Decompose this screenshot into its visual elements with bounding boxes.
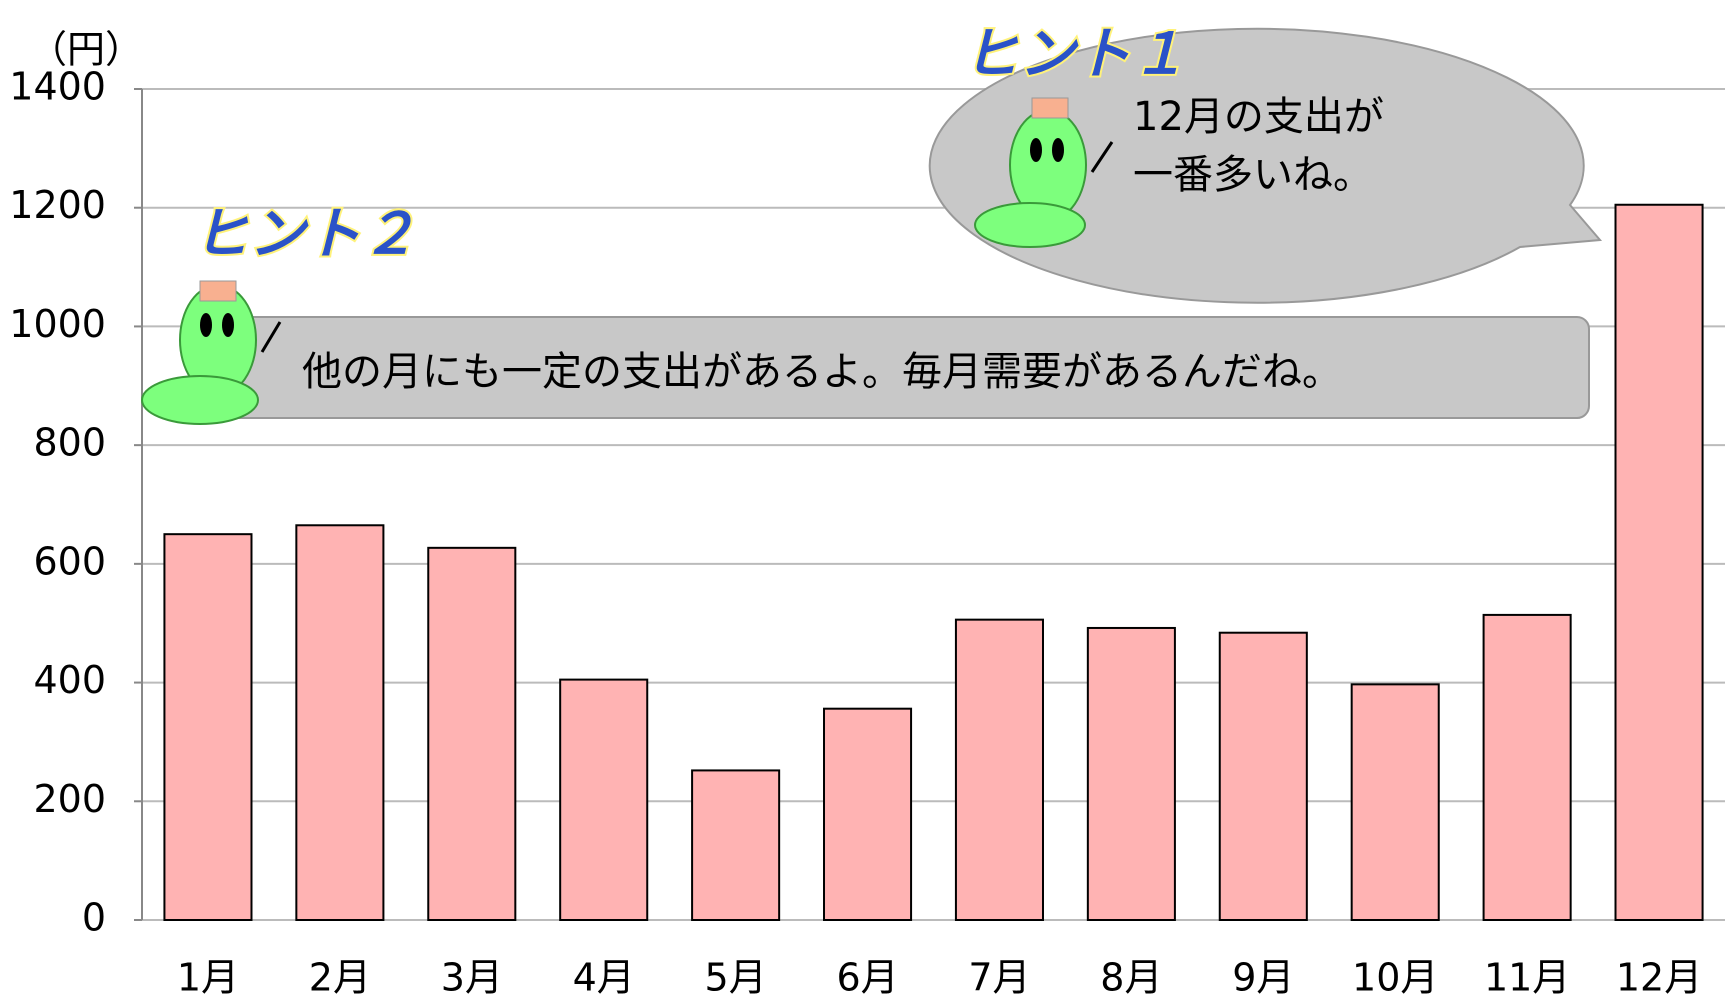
bar	[1088, 628, 1175, 920]
x-tick-label: 8月	[1100, 956, 1162, 1000]
y-tick-label: 800	[33, 421, 106, 465]
bar	[1352, 684, 1439, 920]
y-tick-label: 400	[33, 658, 106, 702]
y-tick-label: 1000	[9, 302, 106, 346]
bar	[956, 620, 1043, 920]
x-tick-label: 5月	[705, 956, 767, 1000]
x-tick-label: 7月	[968, 956, 1030, 1000]
callout-text: 他の月にも一定の支出があるよ。毎月需要があるんだね。	[302, 349, 1342, 395]
bar	[1484, 615, 1571, 920]
y-tick-label: 1200	[9, 183, 106, 227]
bar	[296, 525, 383, 920]
bar	[560, 680, 647, 920]
bar	[824, 709, 911, 920]
x-tick-label: 4月	[573, 956, 635, 1000]
y-tick-label: 200	[33, 777, 106, 821]
hint-title: ヒント２	[193, 202, 417, 267]
bar	[1220, 633, 1307, 920]
bar	[1616, 205, 1703, 920]
callout-text: 一番多いね。	[1133, 152, 1373, 198]
y-tick-label: 600	[33, 539, 106, 583]
x-tick-label: 6月	[836, 956, 898, 1000]
bar	[692, 770, 779, 920]
x-tick-label: 1月	[177, 956, 239, 1000]
y-tick-label: 0	[82, 896, 106, 940]
chart: （円） ヒント１ 12月の支出が 一番多いね。 ヒント２ 他の月にも一定の支出が…	[0, 0, 1725, 1005]
x-tick-label: 9月	[1232, 956, 1294, 1000]
x-tick-label: 3月	[441, 956, 503, 1000]
bar	[428, 548, 515, 920]
bars	[164, 205, 1702, 920]
bar	[164, 534, 251, 920]
x-tick-label: 2月	[309, 956, 371, 1000]
x-tick-label: 11月	[1484, 956, 1570, 1000]
hint-title: ヒント１	[963, 22, 1187, 87]
callout-text: 12月の支出が	[1133, 94, 1384, 140]
x-tick-label: 12月	[1616, 956, 1702, 1000]
x-tick-label: 10月	[1352, 956, 1438, 1000]
y-tick-label: 1400	[9, 65, 106, 109]
